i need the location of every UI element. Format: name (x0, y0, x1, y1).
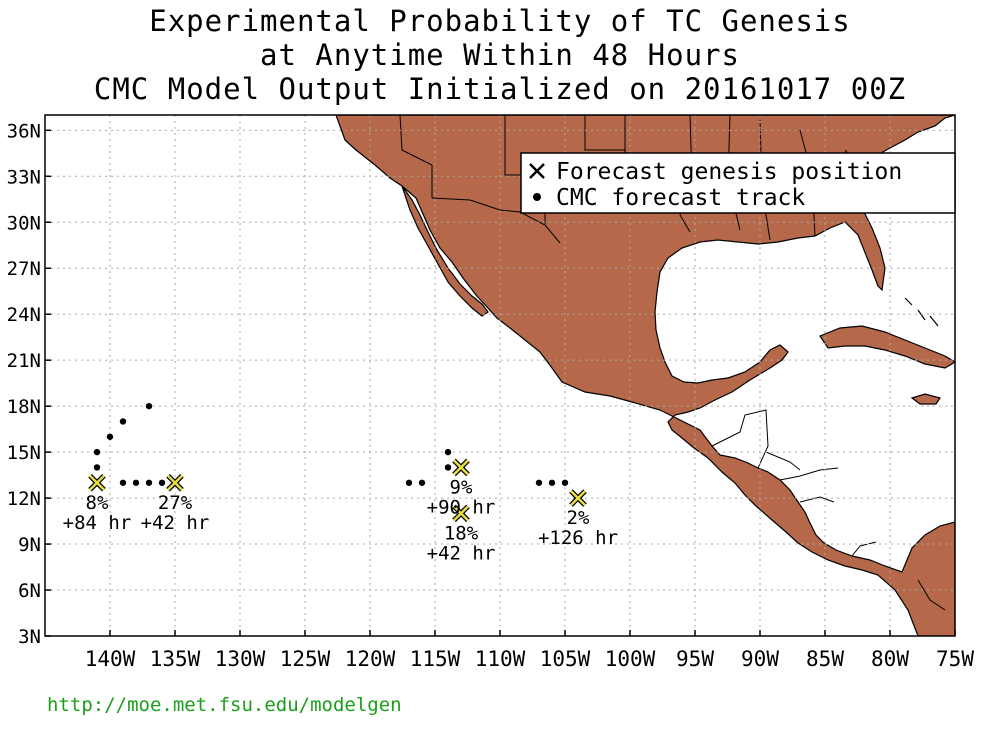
bahamas (904, 297, 939, 327)
y-tick-label: 9N (18, 534, 41, 556)
track-point (158, 479, 166, 486)
y-axis-tick-labels: 3N 6N 9N 12N 15N 18N 21N 24N 27N 30N 33N 36N (7, 120, 41, 648)
x-tick-label: 95W (676, 647, 714, 671)
legend: Forecast genesis position CMC forecast t… (520, 152, 956, 214)
x-axis-tick-labels: 140W 135W 130W 125W 120W 115W 110W 105W 100W 95W 9… (85, 647, 975, 671)
y-tick-label: 15N (7, 442, 41, 464)
legend-x-icon (529, 163, 545, 179)
genesis-x (89, 474, 105, 491)
y-tick-label: 36N (7, 120, 41, 142)
genesis-x (167, 474, 183, 491)
title-line-3: CMC Model Output Initialized on 20161017… (93, 72, 907, 106)
genesis-probability: 18% (444, 522, 479, 544)
genesis-x (453, 505, 469, 522)
x-tick-label: 130W (215, 647, 266, 671)
track-point (405, 479, 413, 486)
y-tick-label: 3N (18, 626, 41, 648)
track-point (106, 433, 114, 440)
baja-california (401, 185, 489, 317)
genesis-marker (88, 473, 106, 492)
x-tick-label: 140W (85, 647, 136, 671)
genesis-marker (452, 504, 470, 523)
genesis-x (453, 459, 469, 476)
legend-track-label: CMC forecast track (556, 185, 805, 211)
track-point (548, 479, 556, 486)
track-point (132, 479, 140, 486)
genesis-lead-time: +42 hr (141, 512, 210, 534)
x-tick-label: 105W (540, 647, 591, 671)
genesis-marker (569, 489, 587, 507)
y-tick-label: 12N (7, 488, 41, 510)
legend-genesis-label: Forecast genesis position (556, 159, 902, 185)
legend-dot-icon (533, 193, 541, 201)
track-point (444, 464, 452, 471)
track-point (145, 402, 153, 410)
y-tick-label: 18N (7, 396, 41, 418)
track-point (119, 418, 127, 425)
x-tick-label: 120W (345, 647, 396, 671)
y-tick-label: 6N (18, 580, 41, 602)
y-tick-label: 21N (7, 350, 41, 372)
track-point (444, 448, 452, 456)
x-tick-label: 110W (475, 647, 526, 671)
track-point (93, 448, 101, 456)
cuba (819, 325, 955, 369)
genesis-lead-time: +126 hr (538, 527, 618, 549)
genesis-marker (166, 473, 184, 492)
x-tick-label: 100W (605, 647, 656, 671)
track-point (119, 479, 127, 486)
x-tick-label: 75W (936, 647, 974, 671)
track-point (418, 479, 426, 486)
genesis-map: 140W 135W 130W 125W 120W 115W 110W 105W 100W 95W 9… (7, 114, 975, 671)
x-tick-label: 125W (280, 647, 331, 671)
y-tick-label: 33N (7, 166, 41, 188)
title-line-1: Experimental Probability of TC Genesis (149, 4, 851, 38)
x-tick-label: 135W (150, 647, 201, 671)
y-tick-label: 30N (7, 212, 41, 234)
track-point (535, 479, 543, 486)
y-tick-label: 27N (7, 258, 41, 280)
genesis-lead-time: +90 hr (427, 496, 496, 518)
genesis-x (570, 490, 586, 506)
y-tick-label: 24N (7, 304, 41, 326)
genesis-markers (88, 458, 587, 523)
genesis-lead-time: +42 hr (427, 542, 496, 564)
title-line-2: at Anytime Within 48 Hours (260, 38, 740, 72)
axis-ticks (45, 129, 956, 637)
track-point (561, 479, 569, 486)
genesis-probability: 2% (567, 507, 590, 529)
track-point (145, 479, 153, 486)
genesis-marker (452, 458, 470, 477)
forecast-track-points (93, 402, 569, 486)
genesis-probability: 8% (86, 492, 109, 514)
genesis-probability: 27% (158, 492, 193, 514)
track-point (93, 464, 101, 471)
x-tick-label: 115W (410, 647, 461, 671)
genesis-lead-time: +84 hr (63, 512, 132, 534)
source-url[interactable]: http://moe.met.fsu.edu/modelgen (47, 694, 402, 716)
legend-box (520, 152, 956, 214)
x-tick-label: 90W (741, 647, 779, 671)
genesis-probability: 9% (450, 476, 473, 498)
x-tick-label: 80W (871, 647, 909, 671)
jamaica (910, 393, 941, 405)
x-tick-label: 85W (806, 647, 844, 671)
